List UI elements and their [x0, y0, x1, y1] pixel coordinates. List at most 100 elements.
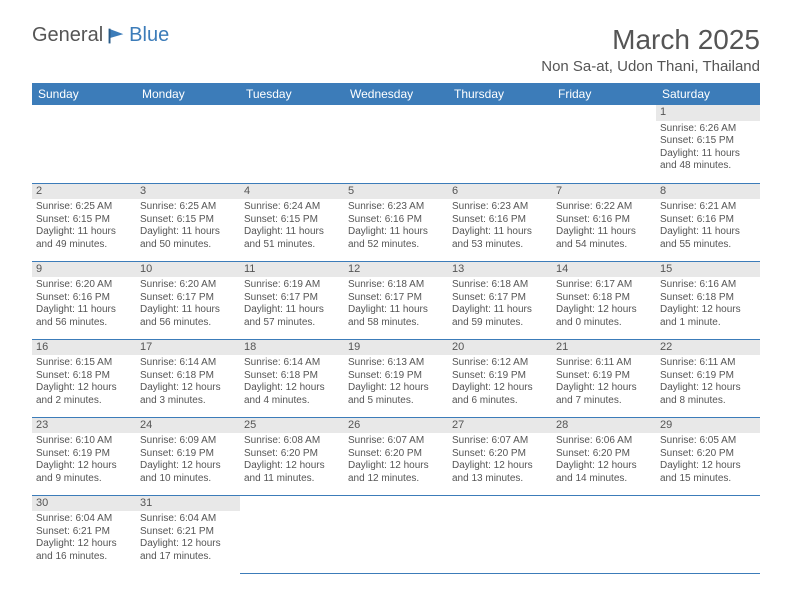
- calendar-day-cell: 29Sunrise: 6:05 AMSunset: 6:20 PMDayligh…: [656, 417, 760, 495]
- daylight-line: Daylight: 12 hours and 17 minutes.: [140, 538, 236, 563]
- sunset-line: Sunset: 6:17 PM: [452, 292, 548, 305]
- calendar-day-cell: 7Sunrise: 6:22 AMSunset: 6:16 PMDaylight…: [552, 183, 656, 261]
- logo-text-blue: Blue: [129, 24, 169, 47]
- sunrise-line: Sunrise: 6:22 AM: [556, 201, 652, 214]
- day-number: 13: [448, 262, 552, 278]
- weekday-header: Sunday: [32, 83, 136, 105]
- calendar-day-cell: 11Sunrise: 6:19 AMSunset: 6:17 PMDayligh…: [240, 261, 344, 339]
- logo: General Blue: [32, 24, 169, 47]
- calendar-empty-cell: [240, 105, 344, 183]
- sunset-line: Sunset: 6:20 PM: [348, 448, 444, 461]
- calendar-day-cell: 25Sunrise: 6:08 AMSunset: 6:20 PMDayligh…: [240, 417, 344, 495]
- logo-text-general: General: [32, 24, 103, 47]
- daylight-line: Daylight: 11 hours and 52 minutes.: [348, 226, 444, 251]
- sunrise-line: Sunrise: 6:23 AM: [348, 201, 444, 214]
- sunset-line: Sunset: 6:15 PM: [660, 135, 756, 148]
- calendar-empty-cell: [240, 495, 344, 573]
- calendar-day-cell: 8Sunrise: 6:21 AMSunset: 6:16 PMDaylight…: [656, 183, 760, 261]
- header: General Blue March 2025 Non Sa-at, Udon …: [32, 24, 760, 75]
- daylight-line: Daylight: 12 hours and 9 minutes.: [36, 460, 132, 485]
- day-number: 25: [240, 418, 344, 434]
- day-number: 28: [552, 418, 656, 434]
- sunrise-line: Sunrise: 6:18 AM: [452, 279, 548, 292]
- day-number: 22: [656, 340, 760, 356]
- calendar-day-cell: 20Sunrise: 6:12 AMSunset: 6:19 PMDayligh…: [448, 339, 552, 417]
- day-number: 18: [240, 340, 344, 356]
- day-number: 2: [32, 184, 136, 200]
- sunset-line: Sunset: 6:19 PM: [452, 370, 548, 383]
- sunset-line: Sunset: 6:20 PM: [452, 448, 548, 461]
- sunset-line: Sunset: 6:20 PM: [556, 448, 652, 461]
- day-number: 20: [448, 340, 552, 356]
- day-number: 6: [448, 184, 552, 200]
- day-number: 21: [552, 340, 656, 356]
- daylight-line: Daylight: 12 hours and 4 minutes.: [244, 382, 340, 407]
- title-block: March 2025 Non Sa-at, Udon Thani, Thaila…: [541, 24, 760, 75]
- sunset-line: Sunset: 6:16 PM: [36, 292, 132, 305]
- sunrise-line: Sunrise: 6:18 AM: [348, 279, 444, 292]
- sunrise-line: Sunrise: 6:12 AM: [452, 357, 548, 370]
- day-number: 16: [32, 340, 136, 356]
- calendar-day-cell: 30Sunrise: 6:04 AMSunset: 6:21 PMDayligh…: [32, 495, 136, 573]
- sunset-line: Sunset: 6:19 PM: [36, 448, 132, 461]
- sunset-line: Sunset: 6:18 PM: [244, 370, 340, 383]
- daylight-line: Daylight: 12 hours and 5 minutes.: [348, 382, 444, 407]
- sunset-line: Sunset: 6:19 PM: [660, 370, 756, 383]
- sunset-line: Sunset: 6:15 PM: [36, 214, 132, 227]
- daylight-line: Daylight: 11 hours and 56 minutes.: [140, 304, 236, 329]
- sunset-line: Sunset: 6:21 PM: [36, 526, 132, 539]
- sunrise-line: Sunrise: 6:10 AM: [36, 435, 132, 448]
- sunrise-line: Sunrise: 6:17 AM: [556, 279, 652, 292]
- sunrise-line: Sunrise: 6:08 AM: [244, 435, 340, 448]
- sunrise-line: Sunrise: 6:13 AM: [348, 357, 444, 370]
- daylight-line: Daylight: 12 hours and 2 minutes.: [36, 382, 132, 407]
- sunrise-line: Sunrise: 6:11 AM: [660, 357, 756, 370]
- calendar-day-cell: 22Sunrise: 6:11 AMSunset: 6:19 PMDayligh…: [656, 339, 760, 417]
- weekday-header-row: SundayMondayTuesdayWednesdayThursdayFrid…: [32, 83, 760, 105]
- calendar-empty-cell: [136, 105, 240, 183]
- calendar-day-cell: 27Sunrise: 6:07 AMSunset: 6:20 PMDayligh…: [448, 417, 552, 495]
- month-title: March 2025: [541, 24, 760, 56]
- day-number: 29: [656, 418, 760, 434]
- sunrise-line: Sunrise: 6:11 AM: [556, 357, 652, 370]
- weekday-header: Thursday: [448, 83, 552, 105]
- calendar-day-cell: 2Sunrise: 6:25 AMSunset: 6:15 PMDaylight…: [32, 183, 136, 261]
- calendar-day-cell: 14Sunrise: 6:17 AMSunset: 6:18 PMDayligh…: [552, 261, 656, 339]
- calendar-empty-cell: [344, 495, 448, 573]
- calendar-day-cell: 19Sunrise: 6:13 AMSunset: 6:19 PMDayligh…: [344, 339, 448, 417]
- sunrise-line: Sunrise: 6:04 AM: [36, 513, 132, 526]
- daylight-line: Daylight: 12 hours and 8 minutes.: [660, 382, 756, 407]
- daylight-line: Daylight: 11 hours and 57 minutes.: [244, 304, 340, 329]
- sunrise-line: Sunrise: 6:05 AM: [660, 435, 756, 448]
- daylight-line: Daylight: 12 hours and 16 minutes.: [36, 538, 132, 563]
- day-number: 1: [656, 105, 760, 121]
- calendar-day-cell: 17Sunrise: 6:14 AMSunset: 6:18 PMDayligh…: [136, 339, 240, 417]
- sunset-line: Sunset: 6:16 PM: [348, 214, 444, 227]
- calendar-empty-cell: [656, 495, 760, 573]
- daylight-line: Daylight: 11 hours and 48 minutes.: [660, 148, 756, 173]
- sunrise-line: Sunrise: 6:25 AM: [140, 201, 236, 214]
- sunset-line: Sunset: 6:15 PM: [244, 214, 340, 227]
- calendar-empty-cell: [448, 495, 552, 573]
- sunset-line: Sunset: 6:18 PM: [660, 292, 756, 305]
- daylight-line: Daylight: 11 hours and 56 minutes.: [36, 304, 132, 329]
- sunrise-line: Sunrise: 6:19 AM: [244, 279, 340, 292]
- calendar-row: 16Sunrise: 6:15 AMSunset: 6:18 PMDayligh…: [32, 339, 760, 417]
- calendar-day-cell: 31Sunrise: 6:04 AMSunset: 6:21 PMDayligh…: [136, 495, 240, 573]
- sunrise-line: Sunrise: 6:14 AM: [140, 357, 236, 370]
- daylight-line: Daylight: 12 hours and 11 minutes.: [244, 460, 340, 485]
- daylight-line: Daylight: 11 hours and 50 minutes.: [140, 226, 236, 251]
- calendar-table: SundayMondayTuesdayWednesdayThursdayFrid…: [32, 83, 760, 574]
- daylight-line: Daylight: 12 hours and 1 minute.: [660, 304, 756, 329]
- sunset-line: Sunset: 6:17 PM: [244, 292, 340, 305]
- daylight-line: Daylight: 11 hours and 49 minutes.: [36, 226, 132, 251]
- sunset-line: Sunset: 6:21 PM: [140, 526, 236, 539]
- calendar-row: 2Sunrise: 6:25 AMSunset: 6:15 PMDaylight…: [32, 183, 760, 261]
- day-number: 24: [136, 418, 240, 434]
- day-number: 12: [344, 262, 448, 278]
- calendar-day-cell: 18Sunrise: 6:14 AMSunset: 6:18 PMDayligh…: [240, 339, 344, 417]
- day-number: 14: [552, 262, 656, 278]
- calendar-row: 30Sunrise: 6:04 AMSunset: 6:21 PMDayligh…: [32, 495, 760, 573]
- calendar-day-cell: 9Sunrise: 6:20 AMSunset: 6:16 PMDaylight…: [32, 261, 136, 339]
- sunset-line: Sunset: 6:20 PM: [244, 448, 340, 461]
